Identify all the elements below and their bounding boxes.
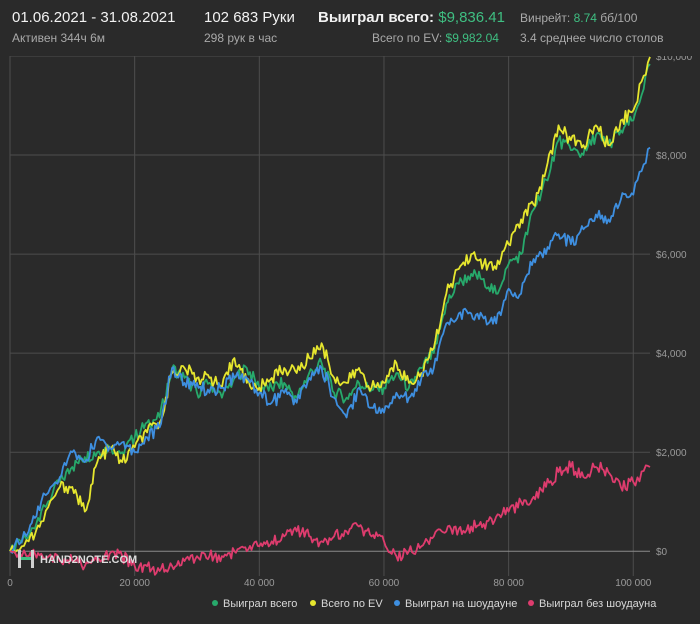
y-axis-ticks: $0 $2,000 $4,000 $6,000 $8,000 $10,000 <box>656 56 693 558</box>
legend-label: Всего по EV <box>321 598 383 610</box>
ev-total: Всего по EV: $9,982.04 <box>372 31 499 45</box>
active-time: Активен 344ч 6м <box>12 31 105 45</box>
logo-text: HAND2NOTE.COM <box>40 554 137 566</box>
won-total: Выиграл всего: $9,836.41 <box>318 9 505 26</box>
ev-value: $9,982.04 <box>445 31 499 45</box>
series-lines <box>9 56 651 576</box>
x-tick-label: 60 000 <box>369 578 400 589</box>
series-line <box>9 460 651 576</box>
legend-dot-icon <box>528 600 534 607</box>
chart-legend: Выиграл всего Всего по EV Выиграл на шоуда… <box>0 598 700 616</box>
y-tick-label: $4,000 <box>656 349 687 360</box>
y-tick-label: $0 <box>656 547 668 558</box>
legend-dot-icon <box>212 600 218 607</box>
legend-dot-icon <box>394 600 400 607</box>
legend-item: Всего по EV <box>310 598 383 610</box>
legend-item: Выиграл на шоудауне <box>394 598 517 610</box>
legend-label: Выиграл всего <box>223 598 298 610</box>
logo-icon <box>18 550 34 568</box>
x-tick-label: 0 <box>7 578 13 589</box>
y-tick-label: $2,000 <box>656 448 687 459</box>
winrate: Винрейт: 8.74 бб/100 <box>520 11 637 25</box>
summary-header: 01.06.2021 - 31.08.2021 Активен 344ч 6м … <box>0 0 700 56</box>
profit-graph: $0 $2,000 $4,000 $6,000 $8,000 $10,000 0 20 00… <box>7 56 693 589</box>
legend-item: Выиграл без шоудауна <box>528 598 656 610</box>
x-tick-label: 100 000 <box>615 578 652 589</box>
x-tick-label: 20 000 <box>119 578 150 589</box>
y-tick-label: $6,000 <box>656 250 687 261</box>
x-axis-ticks: 0 20 000 40 000 60 000 80 000 100 000 <box>7 578 652 589</box>
hands-per-hour: 298 рук в час <box>204 31 278 45</box>
legend-label: Выиграл без шоудауна <box>539 598 657 610</box>
period-range: 01.06.2021 - 31.08.2021 <box>12 9 176 26</box>
ev-label: Всего по EV: <box>372 31 443 45</box>
y-tick-label: $8,000 <box>656 151 687 162</box>
series-line <box>9 56 651 554</box>
won-value: $9,836.41 <box>438 9 505 26</box>
series-line <box>9 146 651 554</box>
winrate-unit: бб/100 <box>600 11 638 25</box>
hands-count: 102 683 Руки <box>204 9 295 26</box>
grid <box>9 56 650 576</box>
winrate-value: 8.74 <box>573 11 597 25</box>
legend-item: Выиграл всего <box>212 598 297 610</box>
legend-dot-icon <box>310 600 316 607</box>
y-tick-label: $10,000 <box>656 56 693 63</box>
x-tick-label: 40 000 <box>244 578 275 589</box>
avg-tables: 3.4 среднее число столов <box>520 31 664 45</box>
x-tick-label: 80 000 <box>493 578 524 589</box>
legend-label: Выиграл на шоудауне <box>405 598 518 610</box>
winrate-label: Винрейт: <box>520 11 571 25</box>
hand2note-logo: HAND2NOTE.COM <box>18 550 137 568</box>
won-label: Выиграл всего: <box>318 9 435 26</box>
